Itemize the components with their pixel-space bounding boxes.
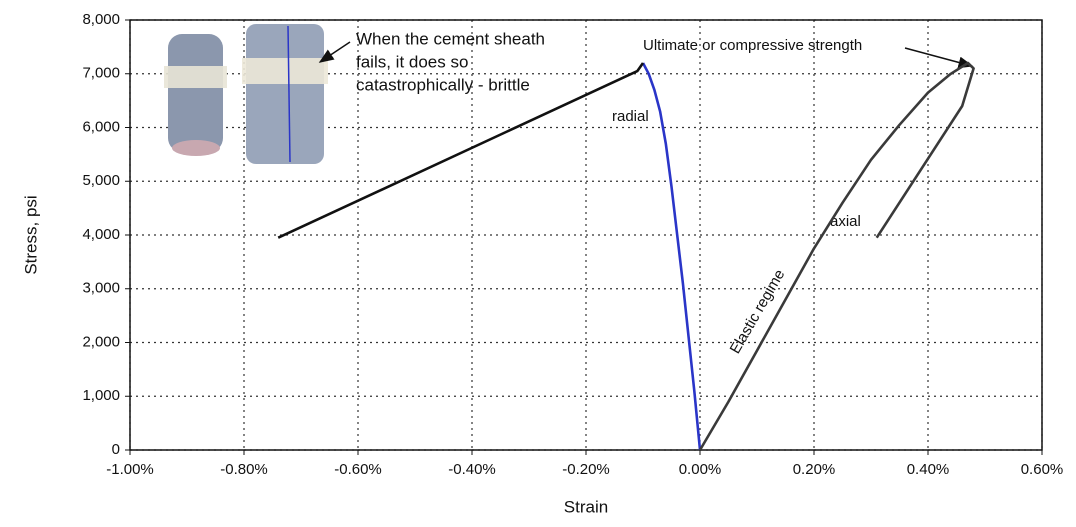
sample-right	[246, 24, 324, 164]
annotation: Ultimate or compressive strength	[643, 37, 862, 54]
x-tick-label: 0.00%	[679, 461, 722, 478]
y-tick-label: 6,000	[82, 118, 120, 135]
tape	[164, 66, 227, 88]
annotation: catastrophically - brittle	[356, 75, 530, 94]
x-tick-label: -0.40%	[448, 461, 496, 478]
y-tick-label: 1,000	[82, 387, 120, 404]
sample-end	[172, 140, 220, 156]
annotation-arrow	[318, 41, 351, 63]
sample-left	[168, 34, 223, 152]
y-axis-label: Stress, psi	[21, 195, 40, 274]
y-tick-label: 4,000	[82, 226, 120, 243]
x-tick-label: 0.60%	[1021, 461, 1064, 478]
series-line	[277, 62, 645, 239]
y-tick-label: 7,000	[82, 65, 120, 82]
y-tick-label: 5,000	[82, 172, 120, 189]
annotation-arrow	[904, 47, 974, 69]
x-tick-label: 0.20%	[793, 461, 836, 478]
series-label: axial	[830, 213, 861, 230]
x-tick-label: -0.20%	[562, 461, 610, 478]
lines	[277, 61, 975, 451]
crack	[287, 25, 291, 163]
x-axis-label: Strain	[564, 497, 608, 516]
x-tick-label: 0.40%	[907, 461, 950, 478]
x-tick-label: -0.80%	[220, 461, 268, 478]
annotation: When the cement sheath	[356, 29, 545, 48]
y-tick-label: 3,000	[82, 280, 120, 297]
series-line	[641, 62, 702, 451]
y-tick-label: 0	[112, 441, 120, 458]
x-tick-label: -1.00%	[106, 461, 154, 478]
series-label: radial	[612, 108, 649, 125]
annotation: fails, it does so	[356, 52, 468, 71]
y-tick-label: 2,000	[82, 333, 120, 350]
cement-samples	[164, 24, 328, 164]
series-line	[698, 61, 975, 451]
x-tick-label: -0.60%	[334, 461, 382, 478]
tape	[242, 58, 328, 84]
y-tick-label: 8,000	[82, 11, 120, 28]
